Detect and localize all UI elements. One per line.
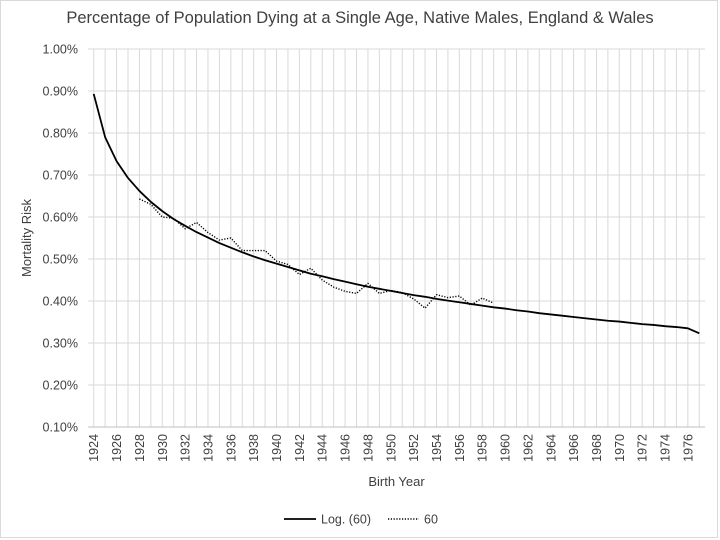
x-tick-label: 1938: [247, 434, 261, 462]
legend: Log. (60) 60: [284, 513, 438, 527]
x-tick-label: 1934: [201, 434, 215, 462]
series-layer: [92, 93, 700, 335]
gridlines: [88, 48, 705, 428]
x-tick-label: 1932: [179, 434, 193, 462]
x-tick-label: 1962: [521, 434, 535, 462]
y-tick-label: 0.30%: [43, 337, 78, 351]
y-tick-label: 0.50%: [43, 253, 78, 267]
x-tick-label: 1940: [270, 434, 284, 462]
y-axis-title: Mortality Risk: [19, 199, 34, 278]
x-tick-label: 1968: [590, 434, 604, 462]
x-tick-label: 1926: [110, 434, 124, 462]
x-tick-label: 1930: [156, 434, 170, 462]
x-tick-label: 1960: [499, 434, 513, 462]
y-axis-ticks: 0.10% 0.20% 0.30% 0.40% 0.50% 0.60% 0.70% 0.80%…: [43, 43, 78, 435]
x-tick-label: 1966: [567, 434, 581, 462]
x-axis-title: Birth Year: [368, 474, 425, 489]
x-tick-label: 1970: [613, 434, 627, 462]
x-tick-label: 1974: [659, 434, 673, 462]
x-tick-label: 1958: [476, 434, 490, 462]
x-tick-label: 1944: [316, 434, 330, 462]
x-tick-label: 1928: [133, 434, 147, 462]
y-tick-label: 1.00%: [43, 43, 78, 57]
y-tick-label: 0.40%: [43, 295, 78, 309]
x-axis-ticks: 1924 1926 1928 1930 1932 1934 1936 1938 1940 1942…: [87, 434, 695, 462]
y-tick-label: 0.20%: [43, 379, 78, 393]
x-tick-label: 1956: [453, 434, 467, 462]
legend-label-log-60: Log. (60): [321, 513, 371, 527]
y-tick-label: 0.90%: [43, 85, 78, 99]
y-tick-label: 0.10%: [43, 421, 78, 435]
x-tick-label: 1942: [293, 434, 307, 462]
chart-title: Percentage of Population Dying at a Sing…: [66, 9, 654, 27]
x-tick-label: 1964: [544, 434, 558, 462]
x-tick-label: 1924: [87, 434, 101, 462]
series-line-log-60: [92, 93, 700, 335]
x-tick-label: 1952: [407, 434, 421, 462]
x-tick-label: 1946: [339, 434, 353, 462]
x-tick-label: 1936: [224, 434, 238, 462]
y-tick-label: 0.60%: [43, 211, 78, 225]
series-line-60: [139, 198, 494, 309]
x-tick-label: 1950: [384, 434, 398, 462]
y-tick-label: 0.80%: [43, 127, 78, 141]
x-tick-label: 1976: [681, 434, 695, 462]
y-tick-label: 0.70%: [43, 169, 78, 183]
x-tick-label: 1954: [430, 434, 444, 462]
x-tick-label: 1972: [636, 434, 650, 462]
x-tick-label: 1948: [361, 434, 375, 462]
legend-label-60: 60: [424, 513, 438, 527]
